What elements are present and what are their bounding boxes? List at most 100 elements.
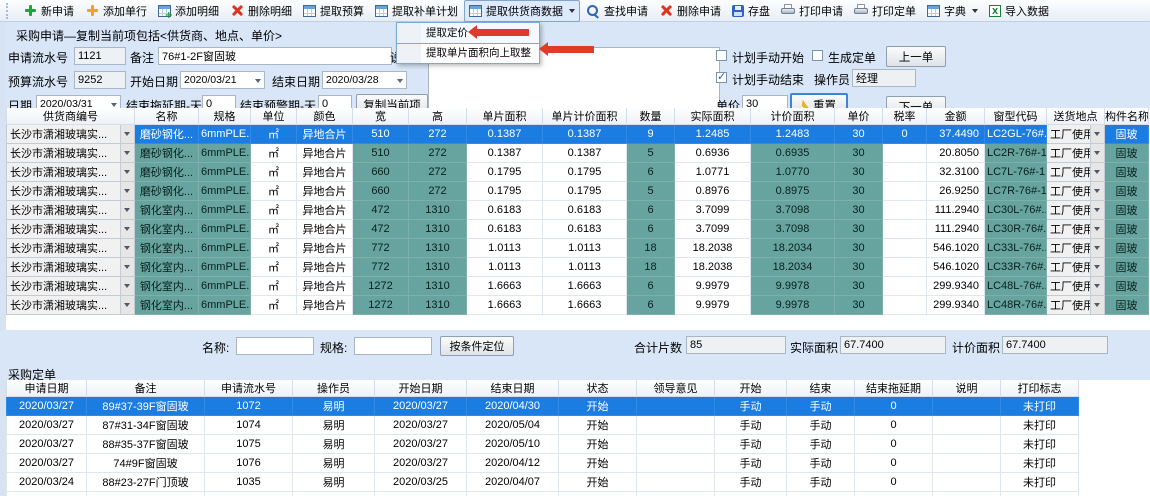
dropdown-arrow-icon[interactable]: [120, 201, 134, 219]
toolbar-button-save[interactable]: 存盘: [727, 0, 775, 22]
cell[interactable]: 钢化室内...: [134, 238, 199, 258]
cell[interactable]: 5: [626, 181, 675, 201]
cell[interactable]: 0.1387: [466, 143, 543, 163]
cell[interactable]: 工厂使用: [1046, 276, 1105, 296]
cell[interactable]: 工厂使用: [1046, 219, 1105, 239]
cell[interactable]: [882, 181, 927, 201]
plan-manual-start-checkbox[interactable]: [716, 50, 727, 61]
cell[interactable]: LC2GL-76#...: [984, 124, 1047, 144]
dropdown-arrow-icon[interactable]: [120, 239, 134, 257]
cell[interactable]: 钢化室内...: [134, 219, 199, 239]
cell[interactable]: 未打印: [1000, 396, 1079, 416]
operator-field[interactable]: [852, 69, 916, 87]
cell[interactable]: 9.9979: [674, 276, 751, 296]
cell[interactable]: 0.1795: [542, 162, 627, 182]
cell[interactable]: 6: [626, 219, 675, 239]
cell[interactable]: 手动: [786, 434, 855, 454]
previous-order-button[interactable]: 上一单: [886, 46, 946, 67]
cell[interactable]: [882, 200, 927, 220]
cell[interactable]: 0: [854, 472, 933, 492]
cell[interactable]: 0.8975: [750, 181, 835, 201]
cell[interactable]: 钢化室内...: [134, 276, 199, 296]
cell[interactable]: 2020/03/25: [374, 472, 467, 492]
table-row[interactable]: 2020/03/24 88#23-27F门顶玻 1035 易明 2020/03/25 20…: [6, 472, 1079, 492]
cell[interactable]: 固玻: [1104, 162, 1149, 182]
cell[interactable]: 30: [834, 276, 883, 296]
cell[interactable]: LC33L-76#...: [984, 238, 1047, 258]
cell[interactable]: 6mmPLE...: [198, 143, 251, 163]
column-header[interactable]: 开始日期: [374, 380, 467, 397]
cell[interactable]: 0.1387: [542, 143, 627, 163]
total-pieces-field[interactable]: [686, 336, 786, 354]
toolbar-button-new[interactable]: 新申请: [18, 0, 79, 22]
cell[interactable]: 32.3100: [926, 162, 985, 182]
cell[interactable]: 18: [626, 257, 675, 277]
cell[interactable]: 30: [834, 238, 883, 258]
dropdown-arrow-icon[interactable]: [1090, 201, 1104, 219]
cell[interactable]: 2020/03/27: [6, 453, 87, 473]
cell[interactable]: 88#23-27F门顶玻: [86, 472, 205, 492]
cell[interactable]: 1075: [204, 434, 293, 454]
cell[interactable]: 0.1795: [466, 181, 543, 201]
column-header[interactable]: 单位: [250, 108, 297, 125]
cell[interactable]: 异地合片: [296, 219, 353, 239]
column-header[interactable]: 结束日期: [466, 380, 559, 397]
cell[interactable]: [882, 276, 927, 296]
cell[interactable]: 未打印: [1000, 453, 1079, 473]
cell[interactable]: 6: [626, 295, 675, 315]
column-header[interactable]: 单价: [834, 108, 883, 125]
cell[interactable]: 6: [626, 200, 675, 220]
cell[interactable]: ㎡: [250, 124, 297, 144]
cell[interactable]: 工厂使用: [1046, 162, 1105, 182]
cell[interactable]: LC7R-76#-1FO: [984, 181, 1047, 201]
cell[interactable]: LC48R-76#...: [984, 295, 1047, 315]
cell[interactable]: 9.9978: [750, 295, 835, 315]
toolbar-button-extract-budget[interactable]: 提取预算: [298, 0, 369, 22]
cell[interactable]: 2020/03/27: [6, 415, 87, 435]
cell[interactable]: 1.2485: [674, 124, 751, 144]
cell[interactable]: 手动: [714, 453, 787, 473]
cell[interactable]: 20.8050: [926, 143, 985, 163]
cell[interactable]: 9.9979: [674, 295, 751, 315]
cell[interactable]: 1.6663: [542, 295, 627, 315]
cell[interactable]: 开始: [558, 396, 637, 416]
column-header[interactable]: 高: [408, 108, 467, 125]
cell[interactable]: 6mmPLE...: [198, 162, 251, 182]
cell[interactable]: 1.2483: [750, 124, 835, 144]
cell[interactable]: 272: [408, 143, 467, 163]
toolbar-button-print-request[interactable]: 打印申请: [776, 0, 848, 22]
cell[interactable]: 异地合片: [296, 181, 353, 201]
cell[interactable]: 异地合片: [296, 124, 353, 144]
cell[interactable]: [636, 472, 715, 492]
cell[interactable]: [882, 238, 927, 258]
column-header[interactable]: 单片计价面积: [542, 108, 627, 125]
cell[interactable]: 易明: [292, 434, 375, 454]
cell[interactable]: 0: [854, 396, 933, 416]
cell[interactable]: 772: [352, 257, 409, 277]
column-header[interactable]: 颜色: [296, 108, 353, 125]
cell[interactable]: 6mmPLE...: [198, 276, 251, 296]
cell[interactable]: LC30R-76#...: [984, 219, 1047, 239]
cell[interactable]: 2020/03/27: [374, 434, 467, 454]
cell[interactable]: 异地合片: [296, 238, 353, 258]
dropdown-arrow-icon[interactable]: [120, 296, 134, 314]
cell[interactable]: LC7L-76#-1FO: [984, 162, 1047, 182]
cell[interactable]: 开始: [558, 415, 637, 435]
cell[interactable]: 2020/05/04: [466, 415, 559, 435]
cell[interactable]: 2020/03/27: [374, 396, 467, 416]
column-header[interactable]: 税率: [882, 108, 927, 125]
cell[interactable]: 272: [408, 162, 467, 182]
dropdown-arrow-icon[interactable]: [1090, 258, 1104, 276]
toolbar-button-extract-supplement-plan[interactable]: 提取补单计划: [370, 0, 463, 22]
cell[interactable]: 30: [834, 200, 883, 220]
toolbar-button-add-detail[interactable]: 添加明细: [153, 0, 224, 22]
cell[interactable]: 异地合片: [296, 295, 353, 315]
cell[interactable]: ㎡: [250, 257, 297, 277]
column-header[interactable]: 实际面积: [674, 108, 751, 125]
cell[interactable]: 5: [626, 143, 675, 163]
cell[interactable]: 手动: [714, 434, 787, 454]
cell[interactable]: 长沙市潇湘玻璃实...: [6, 124, 135, 144]
